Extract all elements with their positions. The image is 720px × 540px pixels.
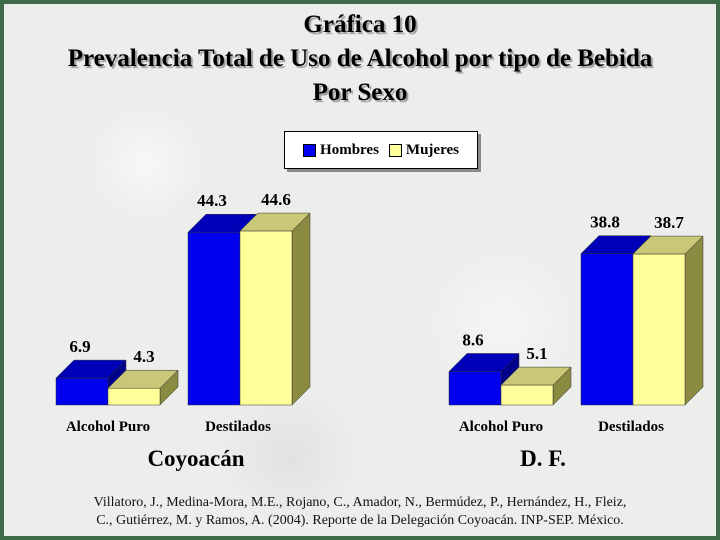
data-label-mujeres-1-1: 38.7 — [654, 213, 684, 232]
bar-side-mujeres-0-1 — [291, 212, 311, 406]
bar-hombres-0-1 — [187, 231, 241, 406]
group-label-0: Coyoacán — [147, 446, 244, 471]
group-label-1: D. F. — [520, 446, 566, 471]
legend-swatch-hombres — [303, 143, 317, 157]
chart-legend: Hombres Mujeres — [284, 131, 478, 169]
data-label-hombres-1-1: 38.8 — [590, 213, 620, 232]
source-citation: Villatoro, J., Medina-Mora, M.E., Rojano… — [0, 494, 720, 530]
category-label-0-0: Alcohol Puro — [66, 419, 150, 435]
data-label-mujeres-1-0: 5.1 — [526, 344, 547, 363]
legend-item-hombres: Hombres — [303, 142, 379, 159]
bar-hombres-1-0 — [448, 371, 502, 406]
bar-mujeres-0-0 — [107, 387, 161, 406]
legend-item-mujeres: Mujeres — [388, 141, 459, 159]
legend-swatch-mujeres — [388, 143, 402, 157]
data-label-hombres-0-1: 44.3 — [197, 191, 227, 210]
bar-mujeres-1-0 — [500, 384, 554, 406]
bar-side-mujeres-1-1 — [684, 235, 704, 406]
chart-title-line3: Por Sexo — [312, 79, 408, 106]
legend-label-mujeres: Mujeres — [405, 141, 459, 158]
data-label-hombres-1-0: 8.6 — [462, 330, 483, 349]
source-line1: Villatoro, J., Medina-Mora, M.E., Rojano… — [93, 495, 627, 510]
bar-mujeres-1-1 — [632, 253, 686, 406]
category-label-1-0: Alcohol Puro — [459, 419, 543, 435]
chart-title-line1: Gráfica 10 — [303, 11, 417, 38]
category-label-1-1: Destilados — [598, 419, 664, 435]
bar-hombres-1-1 — [580, 253, 634, 406]
category-label-0-1: Destilados — [205, 419, 271, 435]
bar-mujeres-0-1 — [239, 230, 293, 406]
data-label-mujeres-0-1: 44.6 — [261, 190, 291, 209]
data-label-hombres-0-0: 6.9 — [69, 337, 90, 356]
bar-hombres-0-0 — [55, 377, 109, 406]
legend-label-hombres: Hombres — [320, 141, 379, 158]
source-line2: C., Gutiérrez, M. y Ramos, A. (2004). Re… — [96, 513, 624, 528]
chart-title-line2: Prevalencia Total de Uso de Alcohol por … — [67, 45, 653, 72]
data-label-mujeres-0-0: 4.3 — [133, 347, 154, 366]
